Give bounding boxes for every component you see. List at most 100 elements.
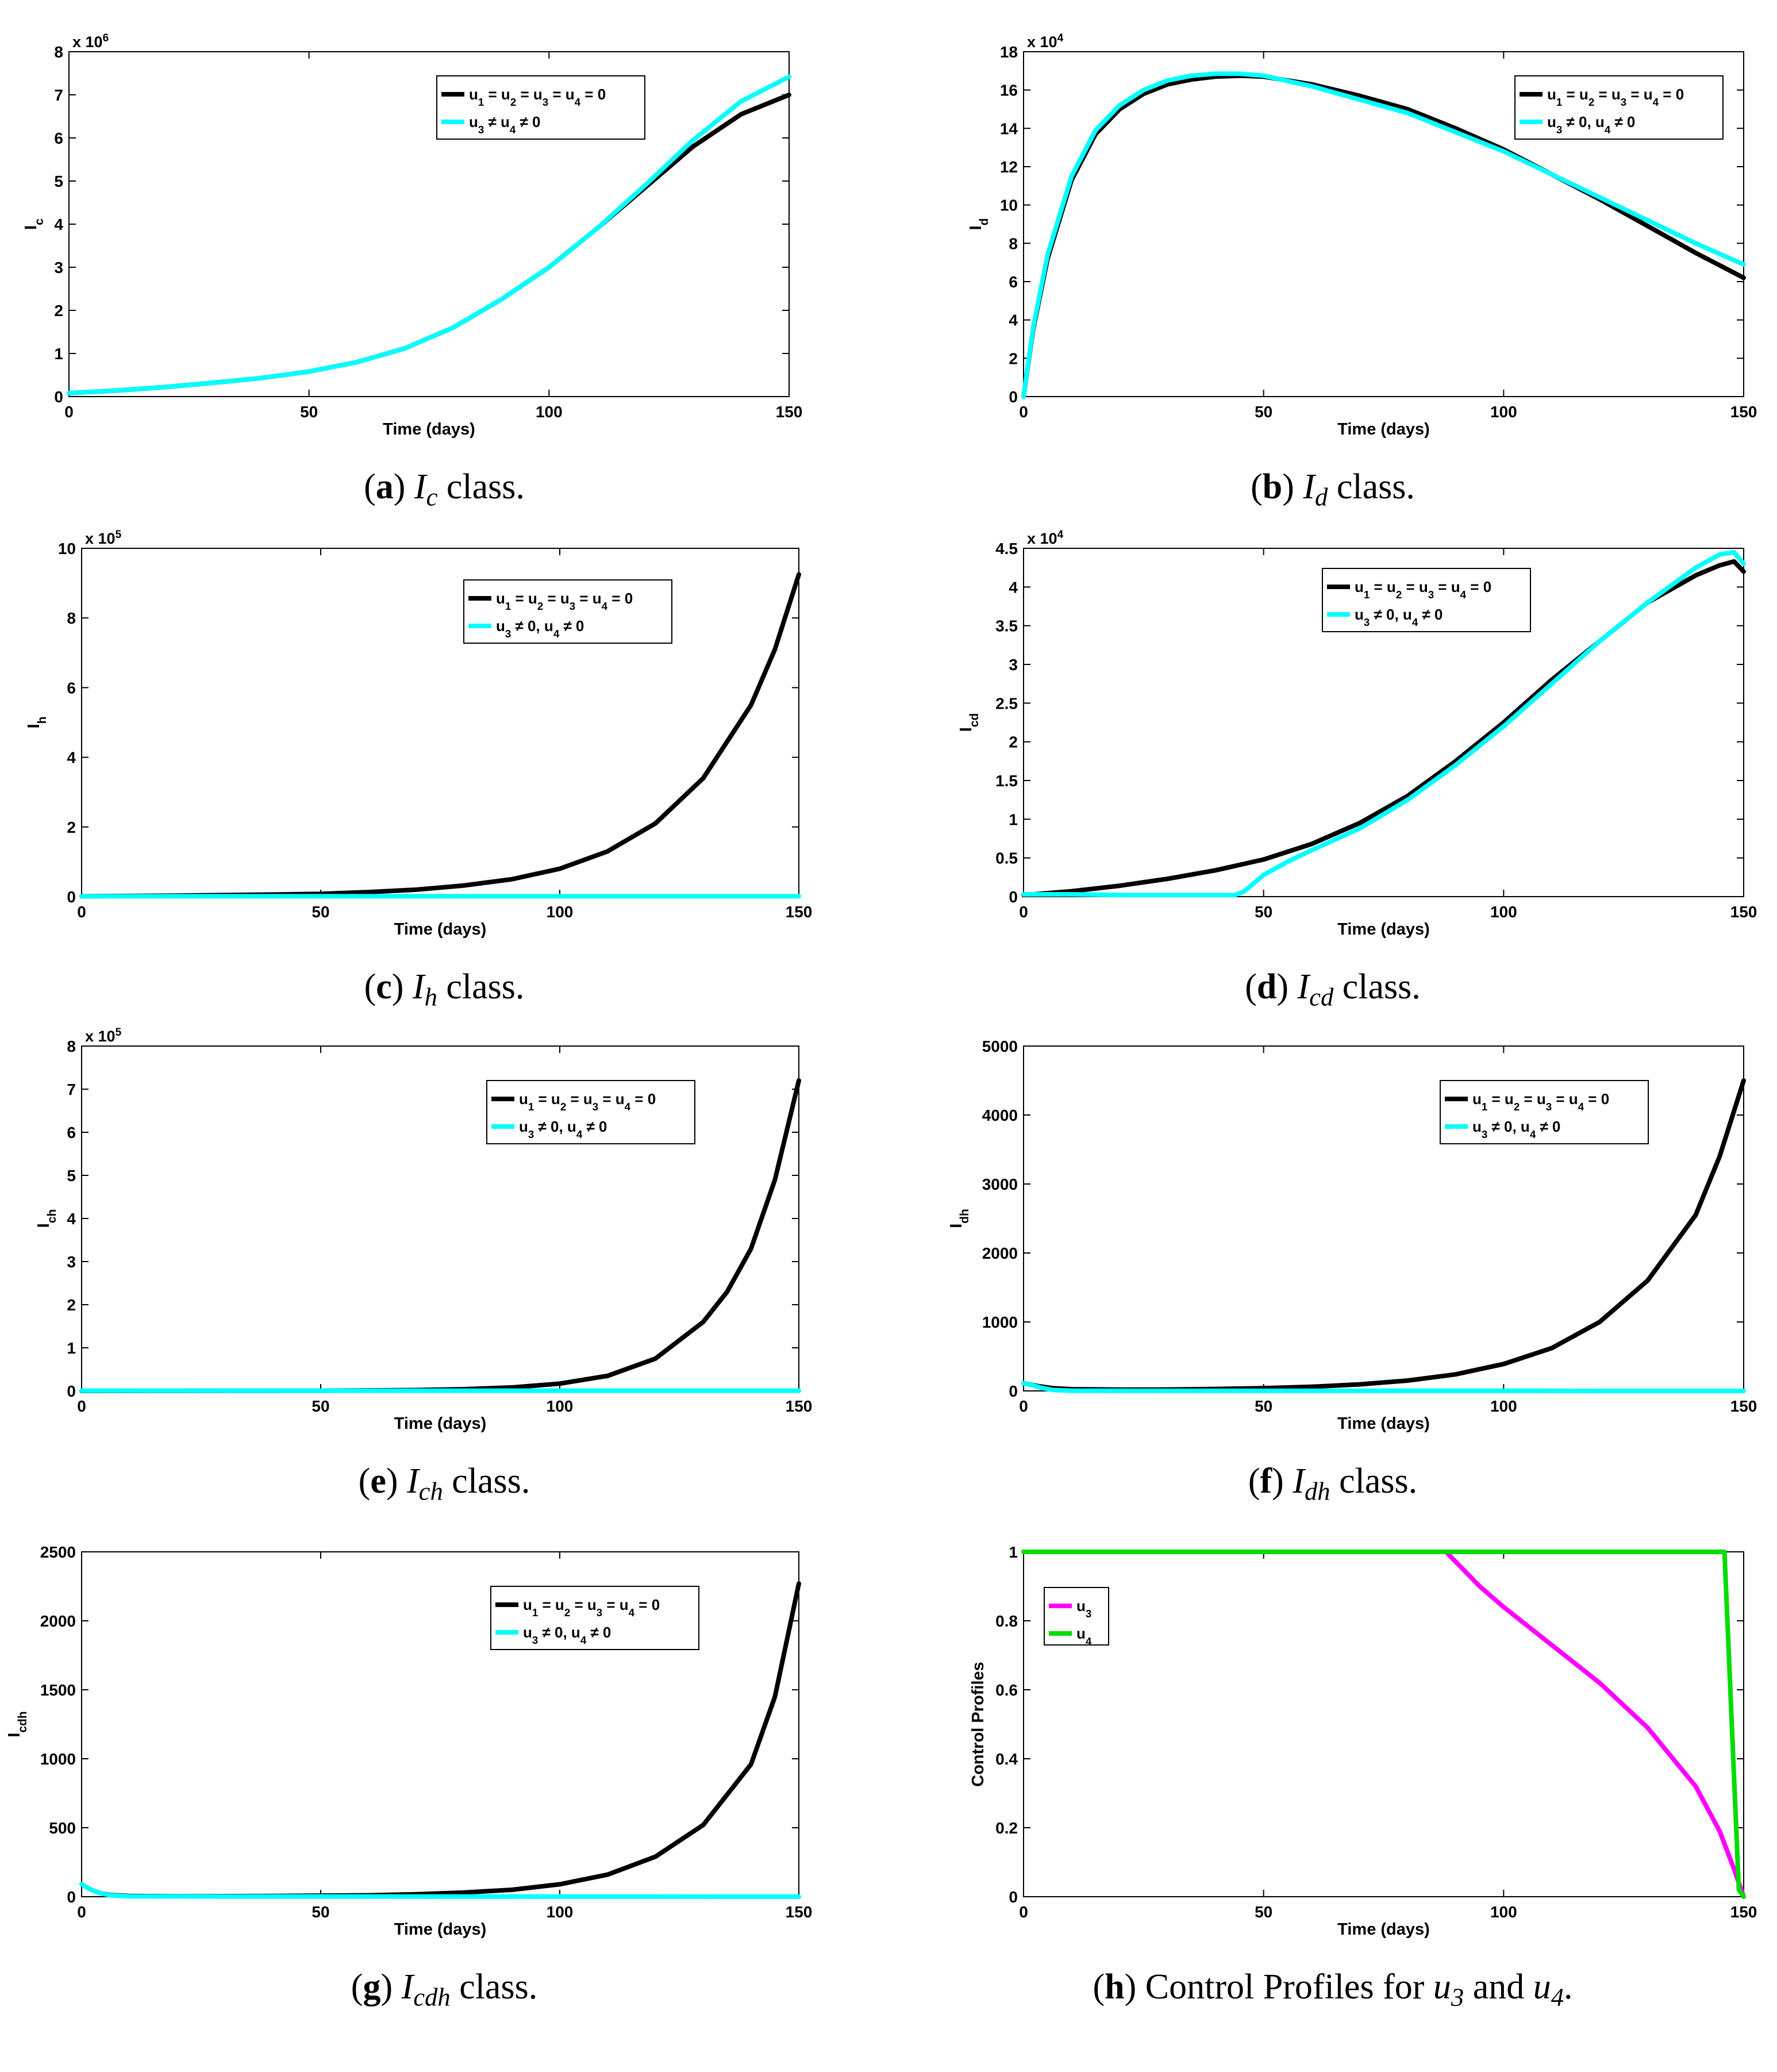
x-axis-label: Time (days) [394, 1414, 487, 1433]
x-tick-label: 0 [77, 1397, 86, 1415]
x-tick-label: 50 [311, 1903, 329, 1921]
series-line-u4 [1021, 1550, 1746, 1899]
legend-box [490, 1586, 699, 1650]
series-line-u3-0-u4-0 [1021, 1381, 1746, 1393]
y-axis-label-text: Ich [34, 1209, 59, 1228]
caption-letter: h [1105, 1967, 1125, 2006]
legend-box [486, 1080, 695, 1144]
chart-b: 0 50 100 150 0 2 4 6 8 10 12 14 16 18 x 104 Time (days)… [967, 32, 1757, 439]
chart-c: 0 50 100 150 0 2 4 6 8 10 x 105 Time (days) Ih u1 = u… [25, 529, 813, 939]
x-tick-label: 150 [786, 1397, 813, 1415]
legend-label: u4 [1076, 1625, 1092, 1647]
caption-letter: b [1262, 467, 1283, 506]
y-tick-label: 2 [1009, 349, 1018, 367]
x-tick-label: 50 [1255, 1903, 1272, 1921]
caption-b: (b) Id class. [1251, 467, 1415, 512]
y-axis-label: Ih [25, 717, 49, 729]
plot-area [81, 548, 799, 897]
y-tick-label: 3.5 [995, 617, 1018, 635]
y-tick-label: 0 [1009, 1888, 1018, 1906]
y-tick-label: 0.4 [995, 1750, 1018, 1768]
y-axis-label-text: Icd [957, 713, 981, 732]
caption-text: class. [446, 967, 525, 1006]
caption-letter: c [376, 967, 392, 1006]
y-tick-label: 0 [67, 1382, 76, 1400]
y-axis-label: Icd [957, 713, 981, 732]
caption-e: (e) Ich class. [358, 1462, 530, 1506]
x-tick-label: 50 [311, 903, 329, 921]
y-tick-label: 3 [54, 259, 63, 276]
series-line-u3-u4-0 [67, 74, 791, 395]
legend-box [1440, 1080, 1649, 1144]
panel-a: 0 50 100 150 0 1 2 3 4 5 6 7 8 x 106 Time (days) Ic u1 =… [0, 29, 888, 529]
y-tick-label: 4 [67, 1210, 76, 1228]
y-tick-label: 0.8 [995, 1612, 1018, 1630]
legend-label: u3 ≠ 0, u4 ≠ 0 [1472, 1118, 1560, 1140]
plot-area [1023, 1551, 1744, 1897]
caption-letter: g [363, 1967, 381, 2006]
caption-letter: f [1260, 1462, 1272, 1501]
y-tick-label: 8 [67, 1037, 76, 1055]
y-tick-label: 2500 [40, 1543, 76, 1561]
x-axis-label: Time (days) [1337, 420, 1430, 439]
y-axis-label-text: Id [967, 218, 991, 230]
y-tick-label: 1 [67, 1339, 76, 1357]
y-tick-label: 8 [54, 43, 63, 61]
legend-label: u1 = u2 = u3 = u4 = 0 [1472, 1090, 1609, 1113]
x-axis-label: Time (days) [383, 420, 475, 439]
legend-box [1322, 568, 1531, 632]
y-exponent-label: x 104 [1027, 529, 1064, 547]
panel-b: 0 50 100 150 0 2 4 6 8 10 12 14 16 18 x 104 Time (days)… [888, 29, 1777, 529]
caption-variable-u4: u4 [1533, 1967, 1564, 2012]
caption-h: (h) Control Profiles for u3 and u4. [1093, 1967, 1573, 2012]
y-tick-label: 0 [67, 888, 76, 906]
y-tick-label: 14 [1000, 120, 1018, 137]
caption-variable: Icd [1297, 967, 1334, 1012]
y-tick-label: 0 [1009, 888, 1018, 906]
legend-label: u1 = u2 = u3 = u4 = 0 [519, 1090, 656, 1113]
x-tick-label: 0 [1019, 1397, 1028, 1415]
y-exponent-label: x 104 [1027, 32, 1064, 51]
y-axis-label: Ich [34, 1209, 59, 1228]
y-tick-label: 0.6 [995, 1681, 1018, 1699]
y-tick-label: 0 [1009, 388, 1018, 406]
x-tick-label: 0 [1019, 903, 1028, 921]
y-tick-label: 2 [54, 302, 63, 320]
legend-label: u3 ≠ 0, u4 ≠ 0 [1547, 113, 1635, 136]
series-line-u3-0-u4-0 [1021, 549, 1746, 898]
x-tick-label: 50 [1255, 903, 1272, 921]
y-tick-label: 1500 [40, 1681, 76, 1699]
y-tick-label: 1 [1009, 810, 1018, 828]
chart-e: 0 50 100 150 0 1 2 3 4 5 6 7 8 x 105 Time (days) Ich u1 … [34, 1027, 813, 1433]
series-line-u1-u2-u3-u4-0 [1021, 559, 1746, 898]
caption-text: class. [446, 467, 525, 506]
y-tick-label: 6 [67, 1124, 76, 1141]
y-tick-label: 6 [54, 129, 63, 147]
x-tick-label: 150 [1730, 1397, 1757, 1415]
y-tick-label: 0 [67, 1888, 76, 1906]
y-tick-label: 2 [67, 818, 76, 836]
x-tick-label: 0 [1019, 1903, 1028, 1921]
x-tick-label: 150 [1730, 1903, 1757, 1921]
legend-label: u1 = u2 = u3 = u4 = 0 [1355, 578, 1491, 601]
panel-f: 0 50 100 150 0 1000 2000 3000 4000 5000 Time (days… [888, 1023, 1777, 1523]
y-tick-label: 3000 [982, 1175, 1018, 1193]
y-tick-label: 5 [67, 1167, 76, 1185]
y-tick-label: 2 [67, 1296, 76, 1314]
caption-g: (g) Icdh class. [351, 1967, 538, 2012]
x-tick-label: 150 [786, 903, 813, 921]
y-axis-label: Id [967, 218, 991, 230]
y-exponent-label: x 106 [72, 32, 109, 51]
legend-label: u3 ≠ 0, u4 ≠ 0 [519, 1118, 607, 1140]
x-tick-label: 100 [1490, 403, 1517, 421]
x-axis-label: Time (days) [394, 920, 487, 939]
x-tick-label: 50 [300, 403, 318, 421]
caption-text: class. [1342, 967, 1421, 1006]
y-tick-label: 4.5 [995, 540, 1018, 558]
x-tick-label: 150 [786, 1903, 813, 1921]
x-axis-label: Time (days) [1337, 920, 1430, 939]
series-line-u3-0-u4-0 [79, 1882, 801, 1899]
y-axis-label-text: Icdh [5, 1711, 29, 1737]
series-line-u3-0-u4-0 [1021, 71, 1746, 399]
panel-d: 0 50 100 150 0 0.5 1 1.5 2 2.5 3 3.5 4 4.5 x 104 Time (… [888, 529, 1777, 1029]
